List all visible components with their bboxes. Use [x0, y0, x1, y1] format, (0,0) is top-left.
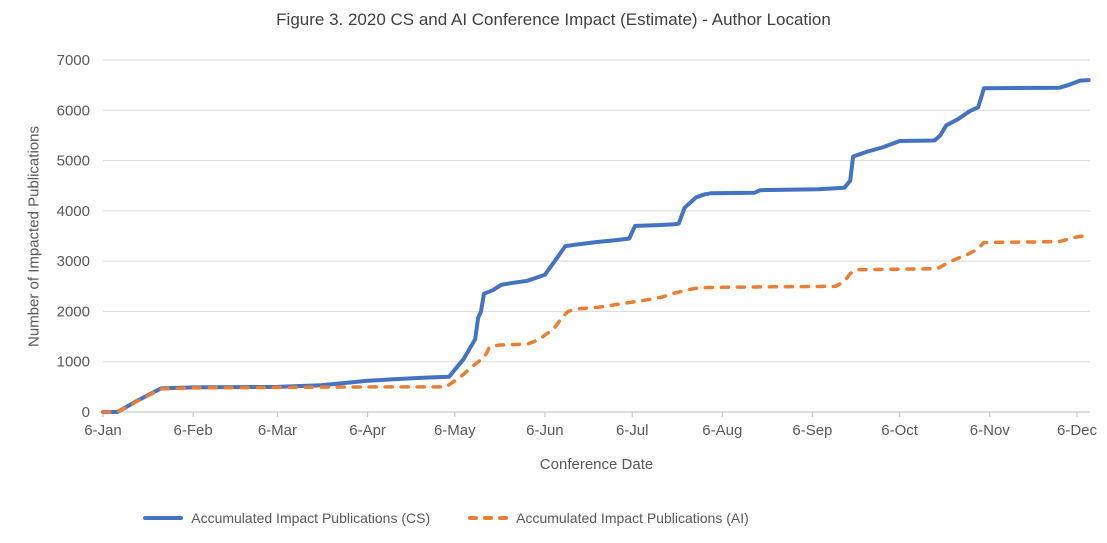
x-tick-label: 6-Sep [792, 422, 832, 439]
y-tick-label: 3000 [57, 253, 90, 270]
x-tick-label: 6-Nov [970, 422, 1011, 439]
x-tick-label: 6-May [434, 422, 476, 439]
x-tick-label: 6-Oct [881, 422, 919, 439]
x-tick-label: 6-Apr [349, 422, 386, 439]
y-tick-label: 4000 [57, 203, 90, 220]
chart-legend: Accumulated Impact Publications (CS) Acc… [0, 510, 1107, 526]
y-tick-label: 0 [82, 404, 90, 421]
series-line-cs [101, 78, 1091, 414]
y-tick-label: 5000 [57, 153, 90, 170]
y-tick-label: 6000 [57, 102, 90, 119]
legend-item-cs: Accumulated Impact Publications (CS) [143, 510, 430, 526]
legend-label-ai: Accumulated Impact Publications (AI) [516, 510, 749, 526]
chart-svg: 6-Jan 6-Feb 6-Mar 6-Apr 6-May 6-Jun 6-Jul 6-Aug… [57, 52, 1098, 439]
legend-swatch-cs-line [143, 516, 184, 520]
x-axis-title: Conference Date [539, 456, 654, 473]
series-line-ai [101, 233, 1091, 414]
x-tick-label: 6-Feb [174, 422, 213, 439]
x-tick-label: 6-Dec [1057, 422, 1098, 439]
chart-title: Figure 3. 2020 CS and AI Conference Impa… [276, 10, 831, 29]
y-tick-label: 1000 [57, 354, 90, 371]
x-tick-label: 6-Jul [616, 422, 649, 439]
x-tick-label: 6-Jun [526, 422, 564, 439]
legend-item-ai: Accumulated Impact Publications (AI) [468, 510, 749, 526]
x-tick-label: 6-Aug [702, 422, 742, 439]
legend-label-cs: Accumulated Impact Publications (CS) [191, 510, 431, 526]
y-tick-label: 7000 [57, 52, 90, 69]
x-tick-label: 6-Mar [258, 422, 297, 439]
x-tick-label: 6-Jan [84, 422, 122, 439]
legend-swatch-ai-line [468, 516, 509, 520]
y-tick-label: 2000 [57, 303, 90, 320]
